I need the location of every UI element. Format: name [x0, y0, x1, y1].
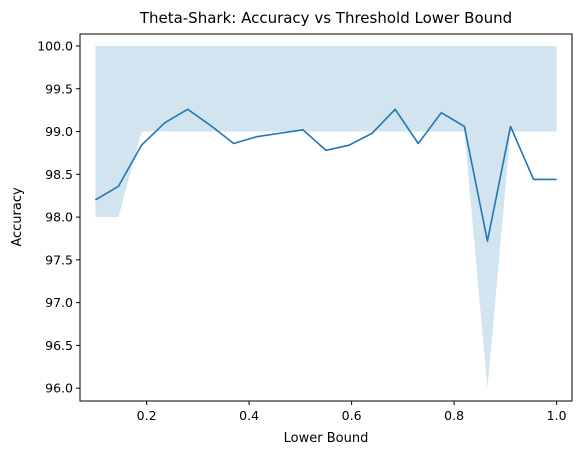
data-point [347, 143, 351, 147]
data-point [509, 124, 513, 128]
data-point [163, 121, 167, 125]
x-tick-label: 1.0 [547, 408, 567, 423]
x-tick-label: 0.2 [137, 408, 157, 423]
data-line-layer [93, 107, 559, 243]
data-point [255, 135, 259, 139]
data-point [485, 239, 489, 243]
y-axis-label: Accuracy [10, 187, 25, 247]
y-tick-label: 97.5 [45, 252, 73, 267]
y-tick-label: 99.5 [45, 81, 73, 96]
data-point [370, 131, 374, 135]
confidence-band-layer [95, 45, 557, 389]
y-tick-label: 96.5 [45, 338, 73, 353]
data-point [416, 142, 420, 146]
y-tick-label: 97.0 [45, 295, 73, 310]
data-point [532, 177, 536, 181]
y-tick-label: 99.0 [45, 124, 73, 139]
y-axis-ticks: 96.0 96.5 97.0 97.5 98.0 98.5 99.0 99.5 100.0 [37, 38, 80, 396]
data-point [116, 184, 120, 188]
data-point [462, 124, 466, 128]
data-point [209, 124, 213, 128]
chart-title: Theta-Shark: Accuracy vs Threshold Lower… [139, 9, 512, 27]
data-point [232, 142, 236, 146]
x-axis-ticks: 0.2 0.4 0.6 0.8 1.0 [137, 401, 567, 423]
y-tick-label: 100.0 [37, 38, 73, 53]
x-tick-label: 0.4 [239, 408, 259, 423]
y-tick-label: 98.5 [45, 167, 73, 182]
data-point [186, 107, 190, 111]
x-tick-label: 0.8 [444, 408, 464, 423]
y-tick-label: 98.0 [45, 210, 73, 225]
y-tick-label: 96.0 [45, 381, 73, 396]
confidence-band-area [95, 45, 557, 389]
accuracy-series-line [94, 108, 557, 242]
data-point [555, 177, 559, 181]
data-point [393, 107, 397, 111]
x-axis-label: Lower Bound [284, 431, 369, 446]
data-point [93, 198, 97, 202]
x-tick-label: 0.6 [342, 408, 362, 423]
data-point [439, 111, 443, 115]
data-point [278, 131, 282, 135]
data-point [140, 143, 144, 147]
data-point [324, 148, 328, 152]
data-point [301, 128, 305, 132]
